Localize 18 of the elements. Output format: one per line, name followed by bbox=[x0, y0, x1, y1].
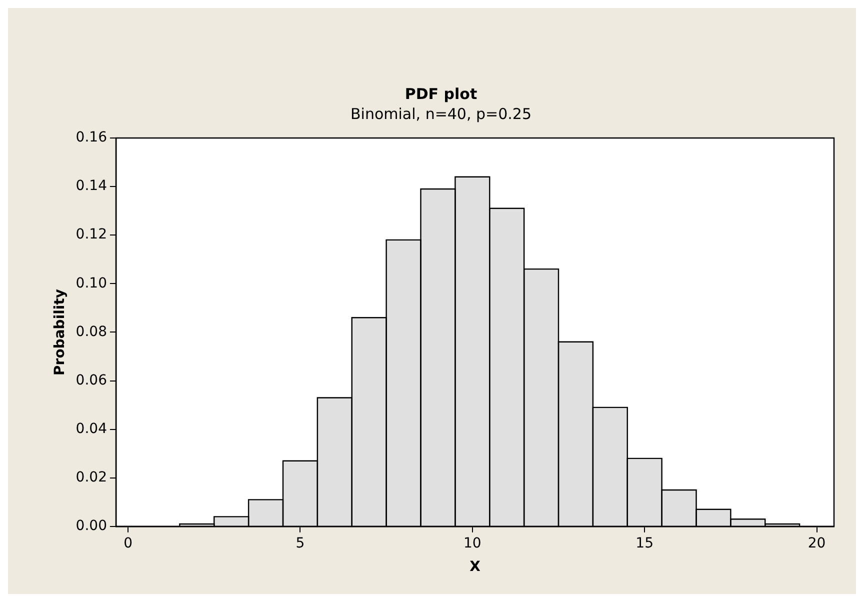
y-tick-label: 0.10 bbox=[76, 275, 107, 292]
x-tick-label: 20 bbox=[808, 535, 826, 552]
x-axis-title: X bbox=[470, 559, 481, 576]
y-tick-label: 0.00 bbox=[76, 518, 107, 534]
x-tick-label: 5 bbox=[296, 535, 305, 552]
y-axis-title: Probability bbox=[52, 288, 68, 376]
y-tick-label: 0.08 bbox=[76, 324, 107, 340]
y-tick-label: 0.14 bbox=[76, 178, 108, 194]
x-tick-label: 10 bbox=[463, 535, 482, 552]
y-tick-label: 0.04 bbox=[76, 420, 108, 437]
y-tick-label: 0.02 bbox=[76, 469, 107, 486]
y-tick-label: 0.16 bbox=[76, 130, 108, 146]
x-tick-label: 0 bbox=[124, 535, 132, 552]
x-tick-label: 15 bbox=[636, 535, 654, 552]
y-tick-label: 0.12 bbox=[76, 226, 107, 243]
chart-subtitle: Binomial, n=40, p=0.25 bbox=[350, 104, 532, 123]
y-tick-label: 0.06 bbox=[76, 372, 108, 388]
chart-title: PDF plot bbox=[404, 84, 478, 103]
